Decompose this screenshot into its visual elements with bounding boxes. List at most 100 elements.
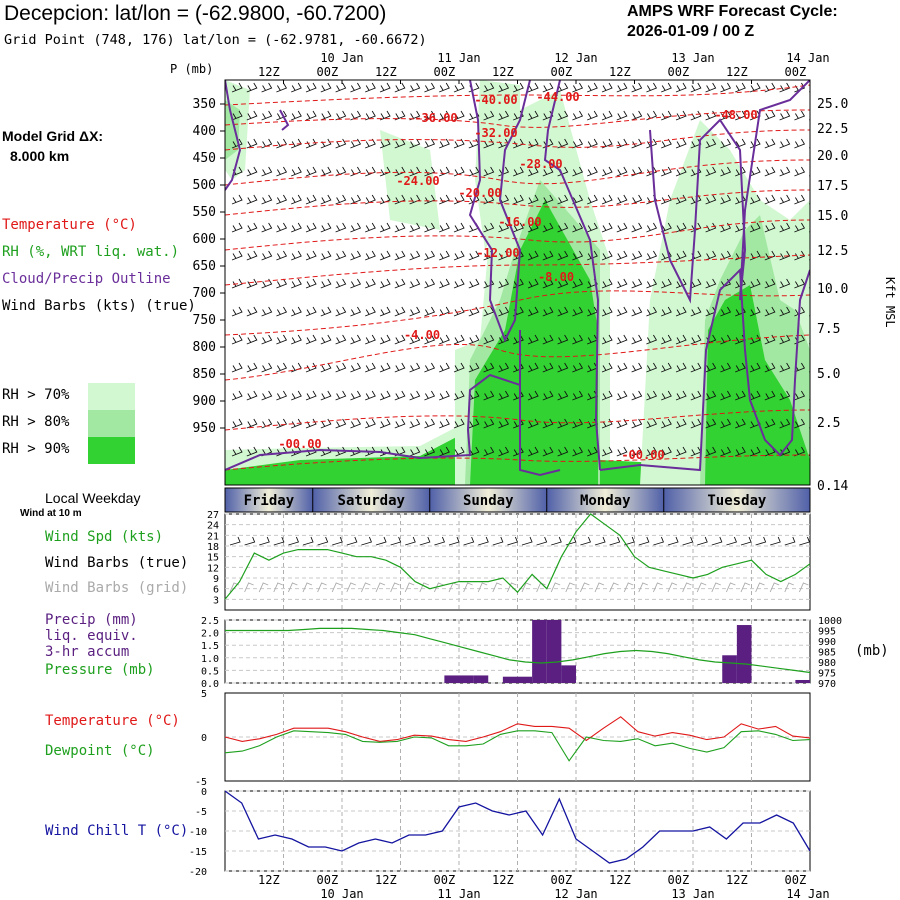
wind-barb-true: [492, 536, 504, 546]
wind-barb: [779, 418, 791, 429]
wind-barb: [261, 306, 273, 317]
wind-barb: [616, 390, 628, 401]
wind-barb: [231, 390, 243, 401]
precip-ytick: 0.0: [201, 679, 219, 690]
wind-barb: [527, 194, 539, 205]
wind-barb-true: [346, 536, 358, 546]
wind-barb: [246, 390, 258, 401]
pressure-tick-label: 950: [193, 421, 216, 436]
wind-barb: [379, 250, 391, 261]
wind-barb: [320, 222, 332, 233]
wind-barb: [675, 418, 687, 429]
wind-barb: [557, 194, 569, 205]
pressure-tick-label: 450: [193, 151, 216, 166]
wind-barb: [720, 138, 732, 149]
wind-barb-grid: [258, 582, 269, 593]
wind-barb-true: [667, 536, 679, 546]
cloud-outline-0: [225, 80, 242, 191]
temperature-label: -16.00: [498, 215, 541, 229]
wind-barb: [335, 250, 347, 261]
wind-barb-grid: [565, 582, 575, 593]
wind-barb-grid: [623, 582, 634, 593]
bottom-hour-label: 00Z: [317, 873, 339, 887]
bottom-hour-label: 12Z: [492, 873, 514, 887]
wind-barb: [379, 334, 391, 345]
wind-barb: [439, 222, 450, 233]
wind-barb: [646, 334, 658, 345]
pressure-tick-label: 900: [193, 394, 216, 409]
pressure-ytick: 980: [818, 658, 836, 669]
wind-barb: [394, 250, 406, 261]
wind-barb: [749, 278, 761, 289]
wind-barb-grid: [579, 582, 590, 593]
wind-barb: [735, 166, 746, 177]
wind-barb-grid: [360, 582, 371, 593]
height-tick-label: 20.0: [817, 149, 848, 164]
rh-shading-1: [225, 380, 520, 485]
height-tick-label: 7.5: [817, 322, 840, 337]
wind-barb: [498, 278, 510, 289]
temp-ytick: -5: [195, 777, 207, 788]
wind-barb: [616, 110, 628, 121]
cloud-outline-5: [599, 267, 810, 472]
wind-barb-true: [682, 536, 694, 546]
wind-barb: [690, 334, 702, 345]
wind-barb: [646, 446, 658, 457]
precip-bar: [722, 655, 737, 683]
windchill-ytick: 0: [201, 787, 207, 798]
wind-barb: [675, 222, 687, 233]
wind-barb: [513, 362, 524, 373]
wind-barb: [661, 446, 672, 457]
rh90-label: RH > 90%: [2, 441, 70, 457]
wind-barb: [335, 278, 347, 289]
wind-barb-grid: [652, 582, 663, 593]
wind-barb: [779, 390, 791, 401]
wind-barb: [809, 393, 810, 401]
wind-barb: [779, 138, 791, 149]
wind-barb: [394, 390, 406, 401]
wind-barb: [631, 362, 643, 373]
wind-barb: [572, 110, 584, 121]
rh-shading-4: [470, 200, 598, 485]
pressure-tick-label: 800: [193, 340, 216, 355]
wind-barb: [720, 446, 732, 457]
wind-barb-true: [594, 536, 606, 546]
wind-ytick: 12: [207, 563, 219, 574]
wind-barb: [809, 113, 810, 121]
wind-barb: [646, 222, 658, 233]
wind-barb: [483, 82, 495, 93]
wind-barb: [809, 169, 810, 177]
wind-barb: [675, 362, 687, 373]
wind-barb: [483, 110, 495, 121]
wind-barb: [409, 418, 421, 429]
wind-barb: [246, 82, 258, 93]
wind-barb-grid: [244, 582, 254, 593]
wind-barb: [661, 82, 672, 93]
wind-barb: [335, 194, 347, 205]
wind-barb: [513, 222, 524, 233]
bottom-date-label: 12 Jan: [554, 887, 597, 900]
wind-barb: [276, 418, 288, 429]
precip-ytick: 2.5: [201, 616, 219, 627]
wind-barb: [424, 110, 436, 121]
wind-barb: [513, 250, 524, 261]
wind-barb: [572, 334, 584, 345]
wind-barb-true: [521, 536, 533, 546]
wind-barb: [394, 194, 406, 205]
wind-barb-grid: [521, 582, 532, 593]
wind-barb: [350, 138, 362, 149]
wind-barb: [764, 278, 776, 289]
wind-barbs-true-legend: Wind Barbs (true): [45, 555, 189, 571]
wind-barb: [527, 362, 539, 373]
bottom-hour-label: 00Z: [785, 873, 807, 887]
temperature-contour-0: [225, 84, 810, 106]
wind-barb: [231, 82, 243, 93]
wind-barb: [453, 334, 465, 345]
wind-barb: [231, 250, 243, 261]
wind-barb: [557, 334, 569, 345]
pressure-legend: Pressure (mb): [45, 662, 155, 678]
wind-barb-true: [536, 536, 548, 546]
wind-barb: [601, 278, 613, 289]
wind-barb: [291, 362, 302, 373]
wind-barb: [365, 110, 376, 121]
